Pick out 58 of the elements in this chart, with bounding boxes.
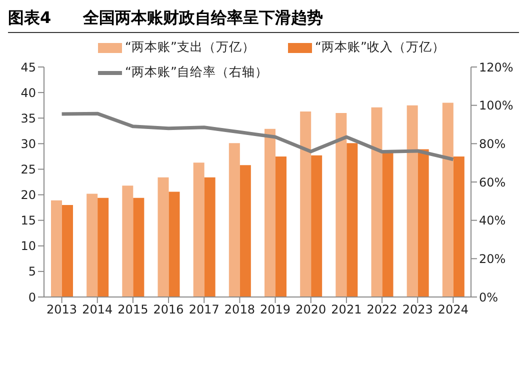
bar bbox=[276, 156, 286, 297]
legend-label: “两本账”支出（万亿） bbox=[125, 39, 255, 56]
bar bbox=[240, 165, 251, 297]
y-tick-label: 35 bbox=[20, 111, 36, 126]
bar bbox=[300, 111, 312, 297]
bar bbox=[98, 198, 109, 297]
bar bbox=[346, 143, 358, 297]
bar bbox=[453, 156, 464, 297]
x-tick-label: 2022 bbox=[366, 302, 398, 317]
bar bbox=[86, 194, 98, 297]
y2-tick-label: 60% bbox=[479, 175, 506, 190]
x-tick-label: 2014 bbox=[82, 302, 113, 317]
bar bbox=[204, 177, 216, 297]
y2-tick-label: 80% bbox=[479, 136, 506, 151]
x-tick-label: 2019 bbox=[260, 302, 291, 317]
x-tick-label: 2018 bbox=[224, 302, 255, 317]
x-tick-label: 2016 bbox=[153, 302, 184, 317]
y-tick-label: 25 bbox=[20, 162, 36, 176]
bar bbox=[418, 149, 429, 297]
x-tick-label: 2015 bbox=[118, 302, 148, 317]
y-tick-label: 15 bbox=[20, 214, 36, 228]
x-tick-label: 2017 bbox=[188, 302, 220, 317]
legend-label: “两本账”自给率（右轴） bbox=[125, 64, 268, 81]
x-tick-label: 2020 bbox=[296, 302, 326, 317]
bar bbox=[133, 198, 144, 297]
bar bbox=[371, 107, 382, 297]
bar bbox=[122, 186, 134, 297]
y-tick-label: 40 bbox=[20, 86, 36, 100]
y2-tick-label: 40% bbox=[479, 214, 506, 228]
y-tick-label: 0 bbox=[28, 290, 36, 304]
chart-title: 图表4 全国两本账财政自给率呈下滑趋势 bbox=[8, 8, 519, 33]
y2-tick-label: 100% bbox=[479, 98, 514, 113]
bar bbox=[158, 177, 169, 297]
y-tick-label: 20 bbox=[20, 188, 36, 202]
x-tick-label: 2023 bbox=[402, 302, 433, 317]
y-tick-label: 5 bbox=[28, 264, 36, 279]
x-tick-label: 2013 bbox=[46, 302, 78, 317]
bar bbox=[62, 205, 73, 297]
x-tick-label: 2021 bbox=[331, 302, 362, 317]
bar bbox=[382, 152, 394, 297]
x-tick-label: 2024 bbox=[438, 302, 468, 317]
line-series bbox=[60, 112, 455, 162]
bar bbox=[51, 200, 62, 297]
y-tick-label: 10 bbox=[20, 239, 36, 254]
bar bbox=[442, 102, 454, 297]
bar bbox=[311, 155, 322, 297]
y2-tick-label: 0% bbox=[479, 290, 498, 304]
y-tick-label: 30 bbox=[20, 136, 36, 151]
bar bbox=[336, 113, 347, 297]
bar bbox=[193, 162, 204, 297]
y-tick-label: 45 bbox=[20, 60, 36, 74]
legend-label: “两本账”收入（万亿） bbox=[315, 39, 445, 56]
bar bbox=[406, 105, 418, 297]
bar bbox=[168, 192, 180, 297]
bar bbox=[264, 128, 276, 297]
bar bbox=[228, 143, 240, 297]
y2-tick-label: 120% bbox=[479, 60, 514, 74]
y2-tick-label: 20% bbox=[479, 252, 506, 266]
